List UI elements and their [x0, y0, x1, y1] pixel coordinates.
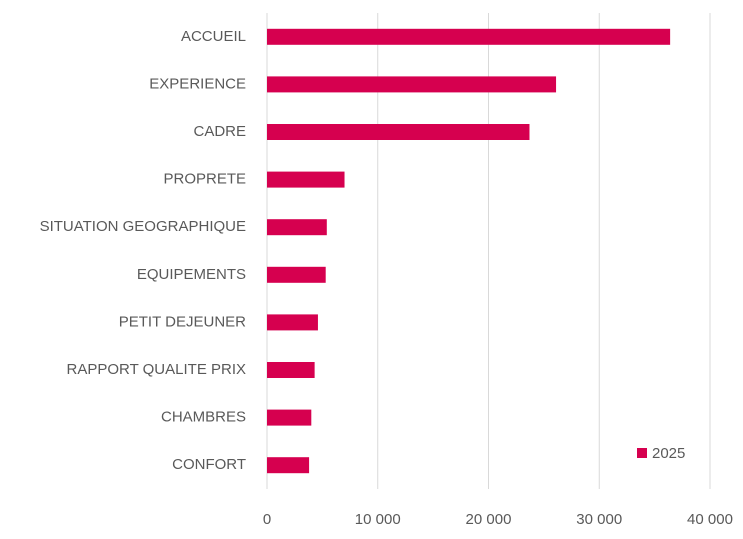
- y-tick-label: ACCUEIL: [181, 28, 246, 45]
- y-tick-label: CONFORT: [172, 456, 246, 473]
- x-tick-label: 10 000: [355, 511, 401, 528]
- bar: [267, 171, 345, 188]
- x-tick-label: 20 000: [466, 511, 512, 528]
- y-tick-label: RAPPORT QUALITE PRIX: [67, 361, 247, 378]
- bar: [267, 457, 310, 474]
- y-tick-label: EQUIPEMENTS: [137, 266, 246, 283]
- y-tick-label: PETIT DEJEUNER: [119, 313, 246, 330]
- bar: [267, 266, 326, 283]
- y-tick-label: CHAMBRES: [161, 409, 246, 426]
- bar: [267, 362, 315, 378]
- x-tick-label: 0: [263, 511, 271, 528]
- y-tick-label: CADRE: [193, 123, 246, 140]
- bar: [267, 409, 312, 426]
- bar: [267, 76, 557, 93]
- bar: [267, 28, 671, 45]
- y-tick-label: PROPRETE: [163, 171, 246, 188]
- x-tick-label: 40 000: [687, 511, 733, 528]
- y-tick-label: EXPERIENCE: [149, 75, 246, 92]
- y-tick-label: SITUATION GEOGRAPHIQUE: [40, 218, 246, 235]
- bar: [267, 124, 530, 140]
- x-tick-label: 30 000: [576, 511, 622, 528]
- legend-swatch: [637, 448, 647, 458]
- bar: [267, 314, 318, 331]
- legend-label: 2025: [652, 445, 685, 462]
- bar: [267, 219, 327, 236]
